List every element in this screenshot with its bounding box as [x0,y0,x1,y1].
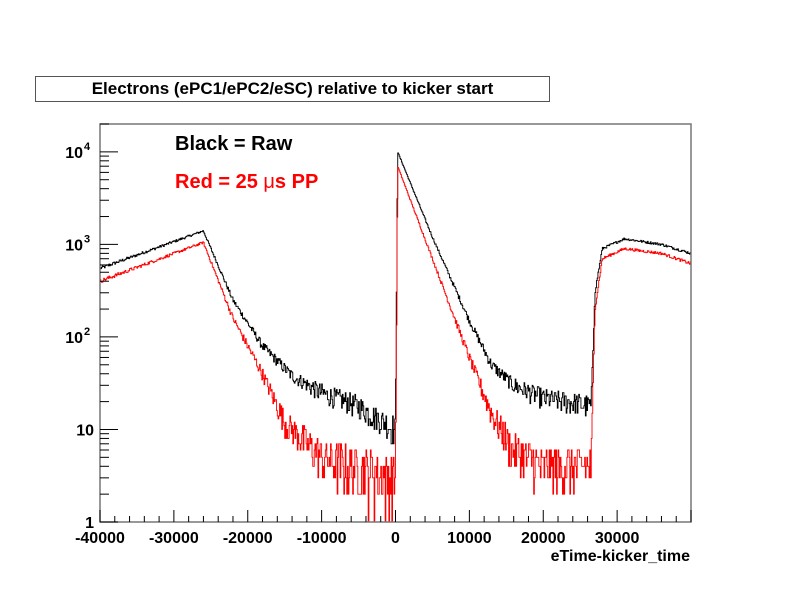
y-tick-exponent: 2 [84,326,90,338]
x-tick-label: 30000 [595,530,640,547]
series-line-pp [100,166,691,523]
y-tick-label: 10 [65,330,83,347]
legend-pp-mu: μ [263,171,275,193]
labels-layer: -40000 -30000 -20000 -10000 0 10000 20000 30000… [65,141,639,547]
legend-pp-prefix: Red = 25 [175,171,263,193]
legend-raw: Black = Raw [175,133,293,155]
y-tick-label: 10 [65,145,83,162]
x-tick-label: 20000 [521,530,566,547]
legend-pp-suffix: s PP [275,171,318,193]
x-tick-label: -30000 [149,530,199,547]
series-line-raw [100,152,691,445]
x-tick-label: -10000 [297,530,347,547]
y-tick-label: 10 [76,422,94,439]
ticks-layer [99,123,692,523]
x-tick-label: 10000 [447,530,492,547]
series-layer [100,152,691,523]
y-tick-exponent: 4 [84,141,91,153]
x-tick-label: -40000 [75,530,125,547]
y-tick-label: 1 [85,515,94,532]
y-tick-exponent: 3 [84,233,90,245]
x-axis-title: eTime-kicker_time [551,548,690,565]
chart-title: Electrons (ePC1/ePC2/eSC) relative to ki… [35,76,550,102]
y-tick-label: 10 [65,237,83,254]
legend-pp: Red = 25 μs PP [175,171,318,193]
x-tick-label: -20000 [223,530,273,547]
x-tick-label: 0 [391,530,400,547]
